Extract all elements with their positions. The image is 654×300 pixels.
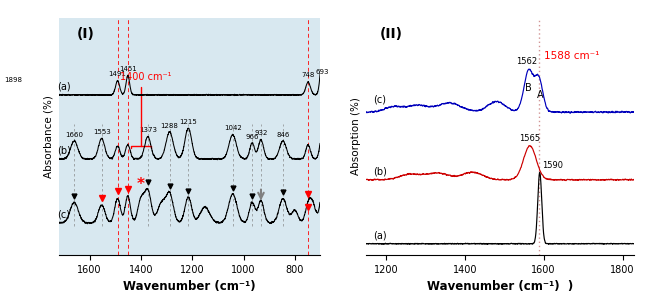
Text: 1898: 1898 <box>4 77 22 83</box>
X-axis label: Wavenumber (cm⁻¹): Wavenumber (cm⁻¹) <box>124 280 256 293</box>
Text: 1491: 1491 <box>109 71 126 77</box>
Text: 1565: 1565 <box>519 134 540 143</box>
X-axis label: Wavenumber (cm⁻¹)  ): Wavenumber (cm⁻¹) ) <box>427 280 574 293</box>
Text: 1562: 1562 <box>516 57 537 66</box>
Text: 1590: 1590 <box>542 160 562 169</box>
Text: A: A <box>537 90 543 100</box>
Text: (I): (I) <box>77 28 95 41</box>
Y-axis label: Absorption (%): Absorption (%) <box>351 98 361 176</box>
Text: 748: 748 <box>301 72 315 78</box>
Text: (a): (a) <box>57 81 71 91</box>
Text: 1042: 1042 <box>224 125 241 131</box>
Text: (a): (a) <box>373 231 387 241</box>
Text: B: B <box>525 83 532 93</box>
Text: *: * <box>137 177 145 192</box>
Text: (b): (b) <box>373 167 387 177</box>
Text: 1451: 1451 <box>119 65 137 71</box>
Text: (b): (b) <box>57 145 71 155</box>
Text: 1553: 1553 <box>93 129 111 135</box>
Text: 1288: 1288 <box>161 123 179 129</box>
Text: 1660: 1660 <box>65 132 83 138</box>
Text: 966: 966 <box>245 134 259 140</box>
Text: (c): (c) <box>58 209 71 219</box>
Text: (II): (II) <box>379 28 403 41</box>
Text: 846: 846 <box>277 132 290 138</box>
Text: 1373: 1373 <box>139 127 157 133</box>
Text: 1588 cm⁻¹: 1588 cm⁻¹ <box>543 51 599 61</box>
Text: (c): (c) <box>373 94 386 104</box>
Text: 1400 cm⁻¹: 1400 cm⁻¹ <box>120 72 172 148</box>
Text: 693: 693 <box>315 69 329 75</box>
Y-axis label: Absorbance (%): Absorbance (%) <box>43 95 54 178</box>
Text: 1215: 1215 <box>179 119 198 125</box>
Text: 932: 932 <box>254 130 267 136</box>
